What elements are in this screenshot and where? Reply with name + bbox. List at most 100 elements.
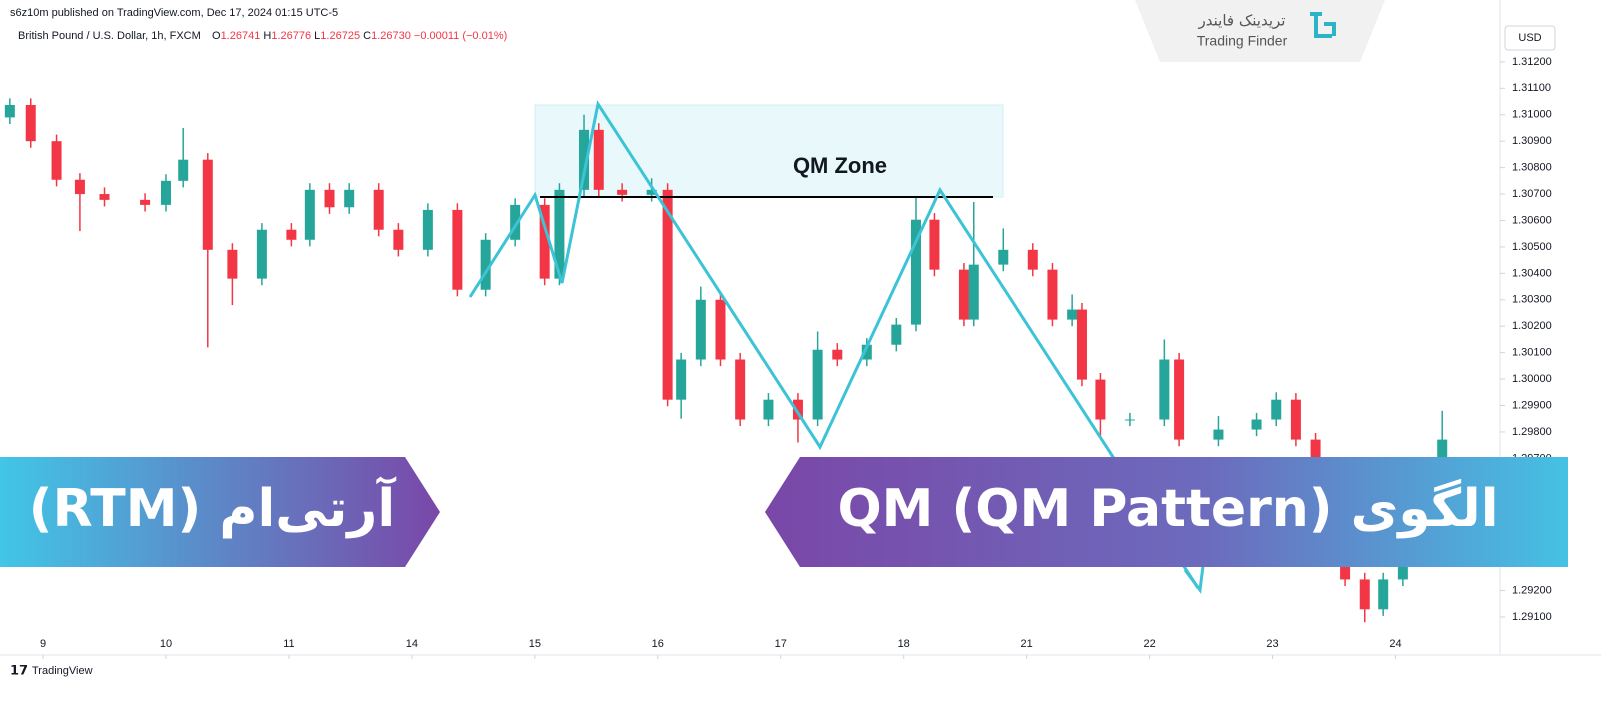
ohlc-change: −0.00011 (−0.01%) <box>414 30 507 42</box>
ohlc-value: 1.26730 <box>371 30 411 42</box>
candle-body <box>510 204 521 240</box>
candle-body <box>1271 399 1282 420</box>
candle-body <box>891 324 902 345</box>
candle-body <box>99 194 110 200</box>
y-tick-label: 1.30200 <box>1512 320 1552 332</box>
y-tick-label: 1.30600 <box>1512 214 1552 226</box>
footer-logo: TradingView <box>32 665 93 677</box>
candle-body <box>373 189 384 230</box>
candle-body <box>1359 579 1370 610</box>
y-tick-label: 1.30300 <box>1512 294 1552 306</box>
logo-persian: تریدینک فایندر <box>1198 12 1286 30</box>
y-tick-label: 1.31200 <box>1512 56 1552 68</box>
logo-english: Trading Finder <box>1197 33 1288 49</box>
candle-body <box>286 229 297 240</box>
y-tick-label: 1.30700 <box>1512 188 1552 200</box>
tv-icon: 𝟭𝟳 <box>10 662 28 677</box>
candle-body <box>539 204 550 279</box>
y-tick-label: 1.30500 <box>1512 241 1552 253</box>
candle-body <box>1397 559 1408 580</box>
banner-right-text: الگوی QM (QM Pattern) <box>837 478 1498 539</box>
banner-right <box>765 457 1568 567</box>
banner-left <box>0 457 440 567</box>
candle-body <box>593 129 604 190</box>
candle-body <box>579 129 590 190</box>
y-tick-label: 1.30800 <box>1512 162 1552 174</box>
candles <box>4 98 1448 623</box>
candle-body <box>51 141 62 180</box>
ohlc: O1.26741 H1.26776 L1.26725 C1.26730 −0.0… <box>212 30 507 42</box>
y-tick-label: 1.29900 <box>1512 399 1552 411</box>
qm-zigzag <box>468 100 1200 589</box>
banner-left-text: آرتی‌ام (RTM) <box>29 476 397 539</box>
candle-body <box>1095 379 1106 420</box>
candle-body <box>1290 399 1301 440</box>
x-tick-label: 11 <box>283 638 294 650</box>
candle-body <box>1027 249 1038 270</box>
candle-body <box>676 359 687 400</box>
candle-body <box>763 399 774 420</box>
qm-zone <box>534 104 1004 198</box>
candle-body <box>1437 439 1448 470</box>
ohlc-key: O <box>212 30 221 42</box>
currency[interactable]: USD <box>1518 32 1541 44</box>
candle-body <box>1251 419 1262 430</box>
y-tick-label: 1.30900 <box>1512 135 1552 147</box>
x-tick-label: 21 <box>1021 638 1033 650</box>
y-tick-label: 1.30000 <box>1512 373 1552 385</box>
y-tick-label: 1.31100 <box>1512 82 1551 94</box>
logo-icon <box>1310 12 1336 38</box>
ohlc-key: C <box>363 30 371 42</box>
ohlc-key: L <box>314 30 320 42</box>
candle-body <box>662 189 673 400</box>
candle-body <box>1213 429 1224 440</box>
y-tick-label: 1.31000 <box>1512 109 1552 121</box>
x-tick-label: 10 <box>160 638 172 650</box>
x-tick-label: 22 <box>1143 638 1155 650</box>
candle-body <box>178 159 189 181</box>
candle-body <box>998 249 1009 265</box>
candle-body <box>929 219 940 270</box>
ohlc-key: H <box>263 30 271 42</box>
candle-body <box>715 299 726 360</box>
currency-box[interactable] <box>1504 25 1556 51</box>
ohlc-value: 1.26725 <box>320 30 360 42</box>
candle-body <box>324 189 335 208</box>
y-tick-label: 1.30400 <box>1512 267 1552 279</box>
candle-body <box>1378 579 1389 610</box>
candle-body <box>25 104 36 142</box>
x-tick-label: 14 <box>406 638 418 650</box>
candle-body <box>4 104 15 118</box>
published-note: s6z10m published on TradingView.com, Dec… <box>10 7 338 19</box>
candle-body <box>617 189 628 195</box>
candle-body <box>1067 309 1078 320</box>
x-tick-label: 18 <box>898 638 910 650</box>
candle-body <box>227 249 238 279</box>
y-tick-label: 1.29100 <box>1512 611 1552 623</box>
candle-body <box>968 264 979 320</box>
candle-body <box>910 219 921 325</box>
candle-body <box>304 189 315 240</box>
candle-body <box>452 209 463 290</box>
logo-panel <box>1135 0 1385 62</box>
candle-body <box>812 349 823 420</box>
y-tick-label: 1.30100 <box>1512 347 1552 359</box>
candle-body <box>1124 419 1135 421</box>
y-tick-label: 1.29200 <box>1512 584 1552 596</box>
ohlc-value: 1.26741 <box>221 30 261 42</box>
candle-body <box>256 229 267 279</box>
candle-body <box>861 344 872 360</box>
x-tick-label: 15 <box>529 638 541 650</box>
arrow-head <box>1183 565 1205 594</box>
candle-body <box>140 199 151 205</box>
candle-body <box>695 299 706 360</box>
symbol: British Pound / U.S. Dollar, 1h, FXCM <box>18 30 201 42</box>
candle-body <box>735 359 746 420</box>
candle-body <box>1047 269 1058 320</box>
candle-body <box>958 269 969 320</box>
x-tick-label: 24 <box>1389 638 1401 650</box>
candle-body <box>1174 359 1185 440</box>
x-tick-label: 9 <box>40 638 46 650</box>
candle-body <box>1076 309 1087 380</box>
